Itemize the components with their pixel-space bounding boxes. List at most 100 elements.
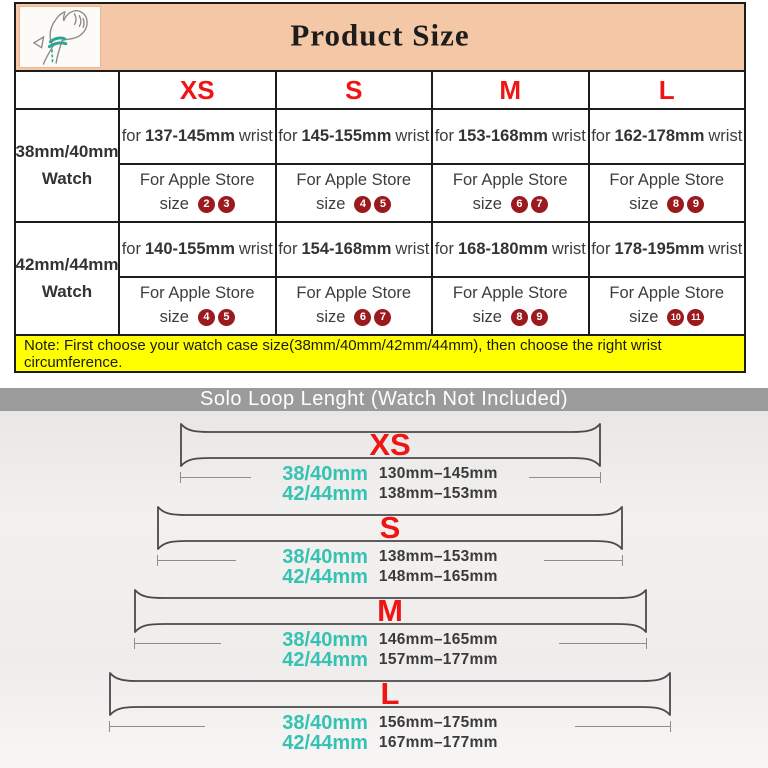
- length-range: 156mm–175mm: [378, 714, 498, 731]
- band-spec-row: 38/40mm 146mm–165mm: [134, 628, 647, 651]
- size-header-row: XS S M L: [16, 72, 744, 108]
- band-spec-row: 42/44mm 148mm–165mm: [157, 565, 623, 588]
- apple-store-line: For Apple Store: [139, 284, 255, 303]
- note-bar: Note: First choose your watch case size(…: [16, 334, 744, 371]
- length-range: 138mm–153mm: [378, 485, 498, 502]
- store-size-badge: 2: [197, 196, 215, 214]
- for-word: for: [278, 240, 298, 258]
- for-word: for: [121, 127, 141, 145]
- for-word: for: [434, 240, 454, 258]
- store-size-badge: 3: [217, 196, 235, 214]
- wrist-word: wrist: [551, 240, 586, 258]
- apple-store-line: For Apple Store: [296, 284, 412, 303]
- solo-loop-band-outline: [157, 506, 623, 550]
- wrist-range-cell: for 153-168mm wrist: [433, 110, 588, 165]
- section-banner: Solo Loop Lenght (Watch Not Included): [0, 388, 768, 411]
- store-size-badge: 8: [510, 309, 528, 327]
- wrist-range-cell: for 154-168mm wrist: [276, 223, 431, 278]
- store-size-badge: 7: [374, 309, 392, 327]
- case-size-label: 42/44mm: [282, 731, 368, 754]
- wrist-word: wrist: [395, 127, 430, 145]
- cell-42-xs: for 140-155mm wrist For Apple Store size…: [120, 223, 277, 334]
- wrist-word: wrist: [551, 127, 586, 145]
- apple-store-size-cell: For Apple Store size 4 5: [277, 165, 432, 221]
- table-row-38-40: 38mm/40mm Watch for 137-145mm wrist For …: [16, 108, 744, 221]
- page-title: Product Size: [290, 17, 470, 53]
- wrist-range: 153-168mm: [457, 127, 548, 145]
- band-m: M 38/40mm 146mm–165mm 42/44mm 157mm–177m…: [133, 589, 647, 671]
- length-range: 130mm–145mm: [378, 465, 498, 482]
- wrist-range: 178-195mm: [614, 240, 705, 258]
- size-word: size: [159, 195, 189, 213]
- store-size-badge: 4: [354, 196, 372, 214]
- apple-store-size-cell: For Apple Store size 4 5: [120, 278, 275, 334]
- size-word: size: [159, 308, 189, 326]
- case-size-label: 38/40mm: [282, 628, 368, 651]
- band-spec-row: 42/44mm 167mm–177mm: [109, 731, 671, 754]
- store-size-badge: 7: [530, 196, 548, 214]
- cell-42-s: for 154-168mm wrist For Apple Store size…: [276, 223, 433, 334]
- solo-loop-band-outline: [109, 672, 671, 716]
- size-word: size: [629, 308, 659, 326]
- size-header-empty-cell: [16, 72, 120, 108]
- wrist-range: 140-155mm: [144, 240, 235, 258]
- length-range: 146mm–165mm: [378, 631, 498, 648]
- cell-38-m: for 153-168mm wrist For Apple Store size…: [433, 110, 590, 221]
- for-word: for: [278, 127, 298, 145]
- wrist-range-cell: for 178-195mm wrist: [589, 223, 744, 278]
- store-size-badge: 6: [354, 309, 372, 327]
- length-range: 167mm–177mm: [378, 734, 498, 751]
- wrist-word: wrist: [238, 127, 273, 145]
- band-s: S 38/40mm 138mm–153mm 42/44mm 148mm–165m…: [157, 506, 623, 588]
- length-range: 157mm–177mm: [378, 651, 498, 668]
- band-size-letter: L: [380, 675, 400, 711]
- store-size-badge: 9: [530, 309, 548, 327]
- apple-store-line: For Apple Store: [296, 171, 412, 190]
- band-spec-row: 42/44mm 157mm–177mm: [134, 649, 647, 671]
- store-size-badge: 4: [197, 309, 215, 327]
- wrist-range-cell: for 162-178mm wrist: [589, 110, 744, 165]
- for-word: for: [121, 240, 141, 258]
- length-range: 148mm–165mm: [378, 568, 498, 585]
- band-l: L 38/40mm 156mm–175mm 42/44mm 167mm–177m…: [109, 672, 671, 754]
- apple-store-size-cell: For Apple Store size 6 7: [433, 165, 588, 221]
- case-size-label: 42/44mm: [282, 565, 368, 588]
- wrist-range-cell: for 168-180mm wrist: [433, 223, 588, 278]
- apple-store-size-cell: For Apple Store size 8 9: [433, 278, 588, 334]
- size-word: size: [472, 308, 502, 326]
- apple-store-size-cell: For Apple Store size 10 11: [590, 278, 745, 334]
- size-table: Product Size XS S M L 38mm/40mm Watch fo…: [14, 2, 746, 373]
- cell-38-xs: for 137-145mm wrist For Apple Store size…: [120, 110, 277, 221]
- store-size-badge: 5: [217, 309, 235, 327]
- size-word: size: [472, 195, 502, 213]
- wrist-range-cell: for 145-155mm wrist: [276, 110, 431, 165]
- for-word: for: [434, 127, 454, 145]
- wrist-word: wrist: [238, 240, 273, 258]
- wrist-range-cell: for 137-145mm wrist: [120, 110, 275, 165]
- wrist-word: wrist: [395, 240, 430, 258]
- size-table-header: Product Size: [16, 4, 744, 72]
- store-size-badge: 5: [374, 196, 392, 214]
- table-row-42-44: 42mm/44mm Watch for 140-155mm wrist For …: [16, 221, 744, 334]
- watch-case-label: 42mm/44mm Watch: [16, 223, 120, 334]
- store-size-badge: 11: [687, 309, 705, 327]
- case-size-label: 38/40mm: [282, 711, 368, 734]
- for-word: for: [591, 240, 611, 258]
- case-size-label: 42/44mm: [282, 482, 368, 505]
- size-col-l: L: [658, 74, 675, 105]
- watch-case-label: 38mm/40mm Watch: [16, 110, 120, 221]
- size-col-m: M: [433, 72, 590, 108]
- store-size-badge: 9: [687, 196, 705, 214]
- apple-store-size-cell: For Apple Store size 2 3: [120, 165, 275, 221]
- wrist-range-cell: for 140-155mm wrist: [120, 223, 275, 278]
- case-size-label: 38/40mm: [282, 545, 368, 568]
- hand-wrist-icon: [32, 10, 88, 65]
- solo-loop-band-outline: [179, 423, 601, 467]
- solo-loop-band-outline: [133, 589, 647, 633]
- size-col-s: S: [277, 72, 433, 108]
- size-word: size: [316, 308, 346, 326]
- cell-42-l: for 178-195mm wrist For Apple Store size…: [589, 223, 745, 334]
- wrist-word: wrist: [708, 240, 743, 258]
- length-range: 138mm–153mm: [378, 548, 498, 565]
